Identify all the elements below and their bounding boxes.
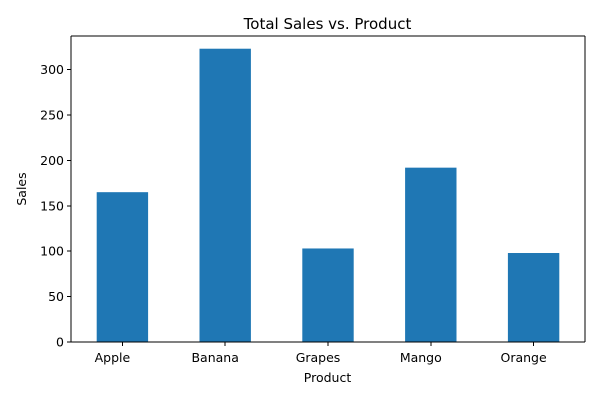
x-tick-label: Banana xyxy=(191,350,238,365)
y-tick-label: 150 xyxy=(40,198,64,213)
bar-banana xyxy=(199,48,251,343)
y-tick-label: 0 xyxy=(56,335,64,350)
bar-apple xyxy=(96,192,149,342)
chart-title: Total Sales vs. Product xyxy=(243,15,412,33)
y-tick-label: 50 xyxy=(48,289,64,304)
x-tick-label: Mango xyxy=(400,350,442,365)
bar-mango xyxy=(405,167,457,342)
y-tick-label: 250 xyxy=(40,108,64,123)
bars-layer xyxy=(96,48,560,343)
bar-grapes xyxy=(302,248,354,342)
x-ticks: Apple Banana Grapes Mango Orange xyxy=(95,342,547,365)
y-tick-label: 300 xyxy=(40,62,64,77)
x-tick-label: Grapes xyxy=(296,350,341,365)
y-ticks: 0 50 100 150 200 250 300 xyxy=(40,62,71,350)
x-axis-label: Product xyxy=(304,370,352,385)
bar-orange xyxy=(507,253,560,342)
x-tick-label: Orange xyxy=(501,350,547,365)
y-tick-label: 200 xyxy=(40,153,64,168)
y-axis-label: Sales xyxy=(14,172,29,205)
x-tick-label: Apple xyxy=(95,350,131,365)
y-tick-label: 100 xyxy=(40,244,64,259)
